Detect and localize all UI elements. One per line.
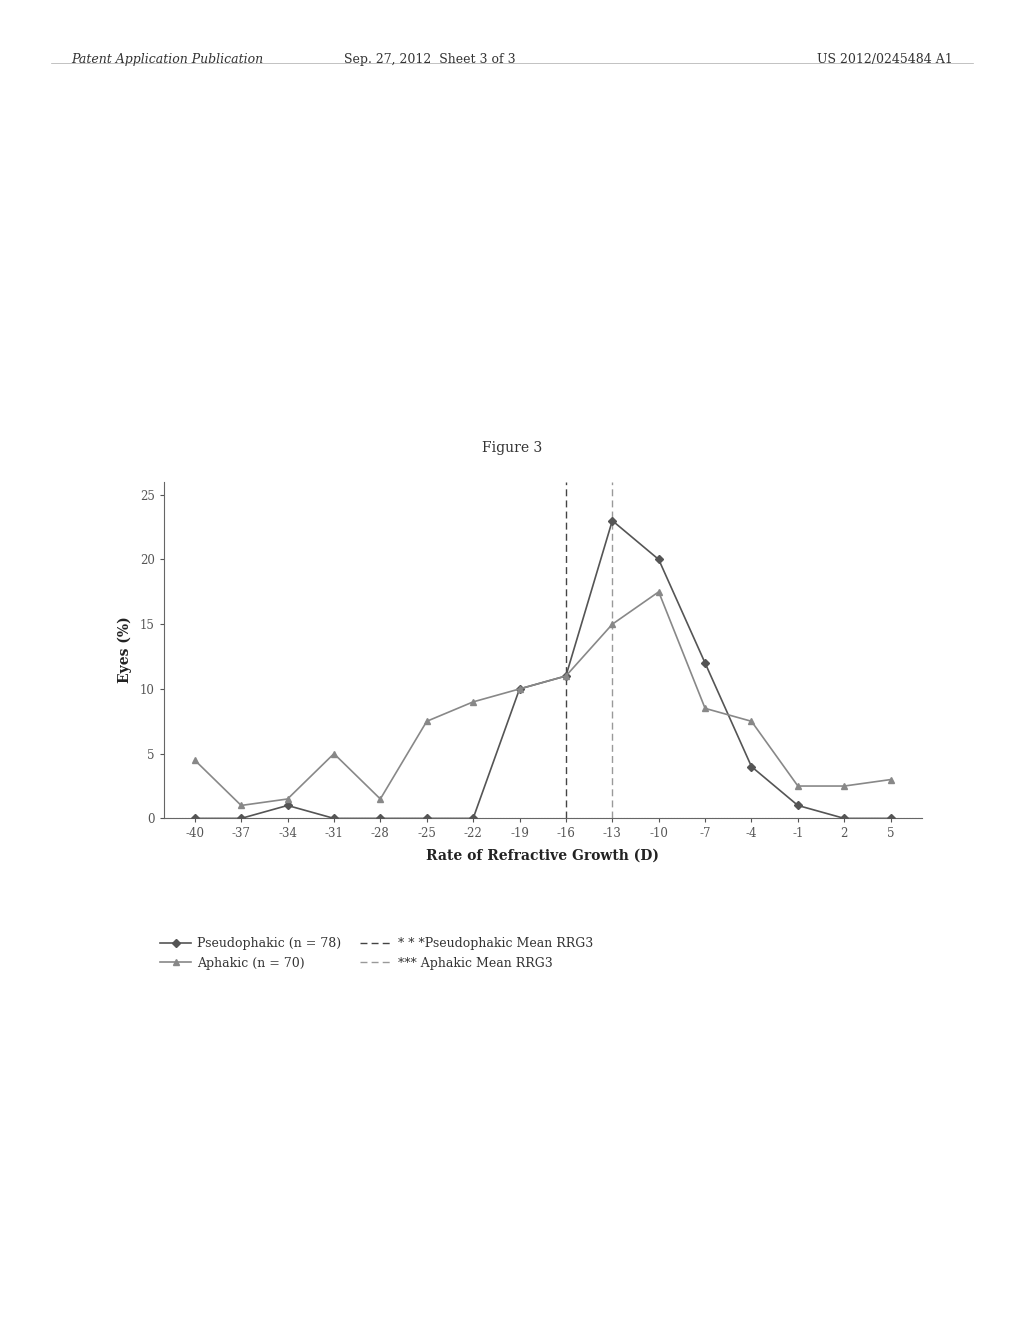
Text: Sep. 27, 2012  Sheet 3 of 3: Sep. 27, 2012 Sheet 3 of 3 (344, 53, 516, 66)
Text: Patent Application Publication: Patent Application Publication (72, 53, 264, 66)
Legend: Pseudophakic (n = 78), Aphakic (n = 70), * * *Pseudophakic Mean RRG3, *** Aphaki: Pseudophakic (n = 78), Aphakic (n = 70),… (155, 932, 598, 974)
Text: Figure 3: Figure 3 (482, 441, 542, 455)
Text: US 2012/0245484 A1: US 2012/0245484 A1 (816, 53, 952, 66)
Y-axis label: Eyes (%): Eyes (%) (117, 616, 132, 684)
X-axis label: Rate of Refractive Growth (D): Rate of Refractive Growth (D) (426, 849, 659, 863)
